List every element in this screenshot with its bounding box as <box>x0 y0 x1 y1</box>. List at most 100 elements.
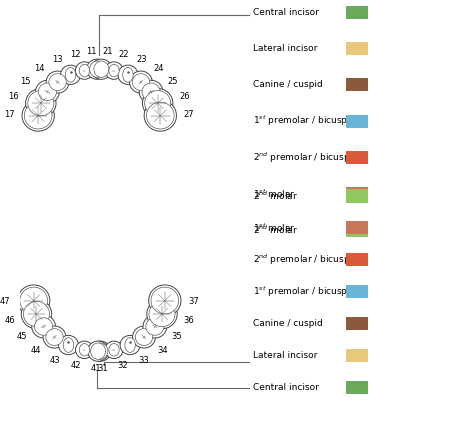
FancyBboxPatch shape <box>346 78 368 92</box>
Ellipse shape <box>151 287 179 314</box>
Text: 46: 46 <box>4 316 15 325</box>
Ellipse shape <box>21 299 52 329</box>
Text: 31: 31 <box>98 364 109 373</box>
Text: 23: 23 <box>136 55 147 64</box>
Text: Lateral incisor: Lateral incisor <box>253 351 318 360</box>
Ellipse shape <box>58 335 78 355</box>
Ellipse shape <box>46 329 63 345</box>
Ellipse shape <box>36 80 59 103</box>
FancyBboxPatch shape <box>346 42 368 55</box>
Text: 1$^{st}$ molar: 1$^{st}$ molar <box>253 187 296 200</box>
Text: 24: 24 <box>154 64 164 73</box>
Text: Lateral incisor: Lateral incisor <box>253 44 318 53</box>
Ellipse shape <box>139 80 163 103</box>
Ellipse shape <box>90 341 111 361</box>
Ellipse shape <box>147 299 177 329</box>
Text: 25: 25 <box>168 77 178 86</box>
Text: 45: 45 <box>17 332 27 341</box>
Ellipse shape <box>143 88 173 118</box>
Ellipse shape <box>105 341 123 359</box>
Ellipse shape <box>135 329 153 345</box>
Ellipse shape <box>143 315 167 338</box>
Text: 47: 47 <box>0 297 10 306</box>
Ellipse shape <box>146 102 174 129</box>
Ellipse shape <box>65 67 76 82</box>
Ellipse shape <box>79 64 90 77</box>
Text: Central incisor: Central incisor <box>253 8 319 17</box>
Ellipse shape <box>79 344 90 356</box>
Text: 2$^{nd}$ molar: 2$^{nd}$ molar <box>253 190 298 202</box>
FancyBboxPatch shape <box>346 221 368 235</box>
Ellipse shape <box>18 285 50 316</box>
Text: 43: 43 <box>49 356 60 365</box>
Ellipse shape <box>22 100 55 131</box>
Text: 12: 12 <box>70 51 81 59</box>
Ellipse shape <box>38 83 56 100</box>
Ellipse shape <box>90 61 105 77</box>
Ellipse shape <box>144 100 176 131</box>
Text: 41: 41 <box>90 364 100 373</box>
Ellipse shape <box>118 65 138 84</box>
Text: Canine / cuspid: Canine / cuspid <box>253 81 323 89</box>
FancyBboxPatch shape <box>346 115 368 128</box>
Ellipse shape <box>146 318 164 335</box>
Text: 11: 11 <box>86 47 97 56</box>
Ellipse shape <box>87 59 108 79</box>
Text: 35: 35 <box>172 332 182 341</box>
FancyBboxPatch shape <box>346 189 368 202</box>
Ellipse shape <box>43 326 66 348</box>
Text: Central incisor: Central incisor <box>253 383 319 392</box>
FancyBboxPatch shape <box>346 224 368 237</box>
Ellipse shape <box>32 315 55 338</box>
Text: 26: 26 <box>179 92 190 101</box>
Ellipse shape <box>91 343 106 359</box>
Ellipse shape <box>93 343 108 359</box>
Ellipse shape <box>20 287 47 314</box>
Ellipse shape <box>23 301 49 326</box>
Ellipse shape <box>46 71 69 93</box>
Text: 22: 22 <box>118 51 128 59</box>
Ellipse shape <box>120 335 140 355</box>
Ellipse shape <box>63 337 73 352</box>
Text: 1$^{st}$ molar: 1$^{st}$ molar <box>253 222 296 234</box>
Ellipse shape <box>132 73 150 91</box>
Ellipse shape <box>75 62 93 79</box>
Text: 27: 27 <box>184 110 194 119</box>
Ellipse shape <box>94 61 109 77</box>
Text: 33: 33 <box>138 356 149 365</box>
Text: 21: 21 <box>102 47 112 56</box>
Text: 37: 37 <box>188 297 199 306</box>
Ellipse shape <box>26 88 56 118</box>
FancyBboxPatch shape <box>346 285 368 298</box>
Text: 44: 44 <box>31 346 42 355</box>
Text: 42: 42 <box>70 361 81 370</box>
Ellipse shape <box>75 341 93 359</box>
Text: Canine / cuspid: Canine / cuspid <box>253 319 323 328</box>
Text: 15: 15 <box>20 77 31 86</box>
Text: 2$^{nd}$ premolar / bicuspid: 2$^{nd}$ premolar / bicuspid <box>253 253 358 267</box>
Text: 13: 13 <box>52 55 62 64</box>
FancyBboxPatch shape <box>346 317 368 330</box>
FancyBboxPatch shape <box>346 151 368 164</box>
Ellipse shape <box>109 344 119 356</box>
Ellipse shape <box>35 318 53 335</box>
Text: 32: 32 <box>118 361 128 370</box>
Ellipse shape <box>24 102 52 129</box>
Ellipse shape <box>88 341 109 361</box>
Ellipse shape <box>61 65 81 84</box>
Ellipse shape <box>49 73 66 91</box>
Text: 16: 16 <box>9 92 19 101</box>
Ellipse shape <box>142 83 160 100</box>
Text: 17: 17 <box>4 110 15 119</box>
Text: 2$^{nd}$ molar: 2$^{nd}$ molar <box>253 224 298 236</box>
FancyBboxPatch shape <box>346 187 368 200</box>
Ellipse shape <box>145 91 171 116</box>
Text: 14: 14 <box>34 64 45 73</box>
Ellipse shape <box>149 301 175 326</box>
Ellipse shape <box>133 326 155 348</box>
Ellipse shape <box>105 62 123 79</box>
Ellipse shape <box>91 59 112 79</box>
Ellipse shape <box>125 337 135 352</box>
Ellipse shape <box>123 67 133 82</box>
FancyBboxPatch shape <box>346 6 368 19</box>
